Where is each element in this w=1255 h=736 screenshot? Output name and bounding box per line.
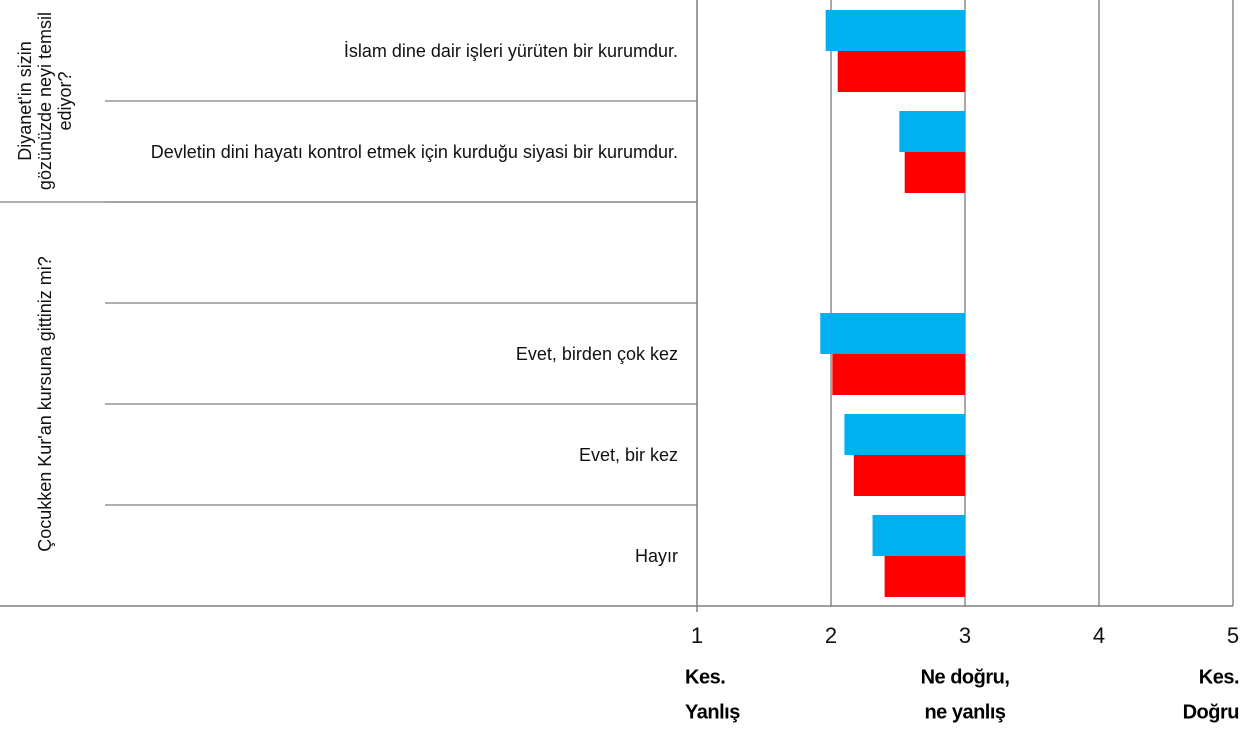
category-label-text: Evet, birden çok kez <box>515 343 678 364</box>
category-label: İslam dine dair işleri yürüten bir kurum… <box>100 0 678 101</box>
bar <box>820 313 965 354</box>
category-label-text: İslam dine dair işleri yürüten bir kurum… <box>343 40 678 61</box>
bar <box>853 455 965 496</box>
category-label-text: Devletin dini hayatı kontrol etmek için … <box>150 141 678 162</box>
x-tick-label: 1 <box>691 623 703 648</box>
category-label: Devletin dini hayatı kontrol etmek için … <box>100 101 678 202</box>
x-tick-label: 4 <box>1093 623 1105 648</box>
x-tick-label: 2 <box>825 623 837 648</box>
x-tick-label: 5 <box>1227 623 1239 648</box>
scale-label: Kes. <box>685 666 725 688</box>
category-label: Evet, bir kez <box>100 404 678 505</box>
x-tick-label: 3 <box>959 623 971 648</box>
group-label: Diyanet'in sizin gözünüzde neyi temsil e… <box>0 5 93 197</box>
group-label-text: Çocukken Kur'an kursuna gittiniz mi? <box>35 256 55 552</box>
bar <box>872 515 965 556</box>
category-label-text: Evet, bir kez <box>578 444 678 465</box>
category-label: Evet, birden çok kez <box>100 303 678 404</box>
category-label-text: Hayır <box>634 545 678 566</box>
group-label-text: Diyanet'in sizin gözünüzde neyi temsil e… <box>15 11 75 191</box>
scale-label: Kes. <box>1199 666 1239 688</box>
scale-label: Yanlış <box>685 701 740 723</box>
scale-label: ne yanlış <box>924 701 1005 723</box>
bar <box>904 152 965 193</box>
scale-label: Ne doğru, <box>921 666 1010 688</box>
group-label: Çocukken Kur'an kursuna gittiniz mi? <box>0 207 93 601</box>
bar <box>825 10 965 51</box>
bar <box>899 111 965 152</box>
category-label: Hayır <box>100 505 678 606</box>
bar <box>844 414 965 455</box>
scale-label: Doğru <box>1183 701 1239 723</box>
bar <box>884 556 965 597</box>
bar <box>832 354 965 395</box>
bar <box>837 51 965 92</box>
